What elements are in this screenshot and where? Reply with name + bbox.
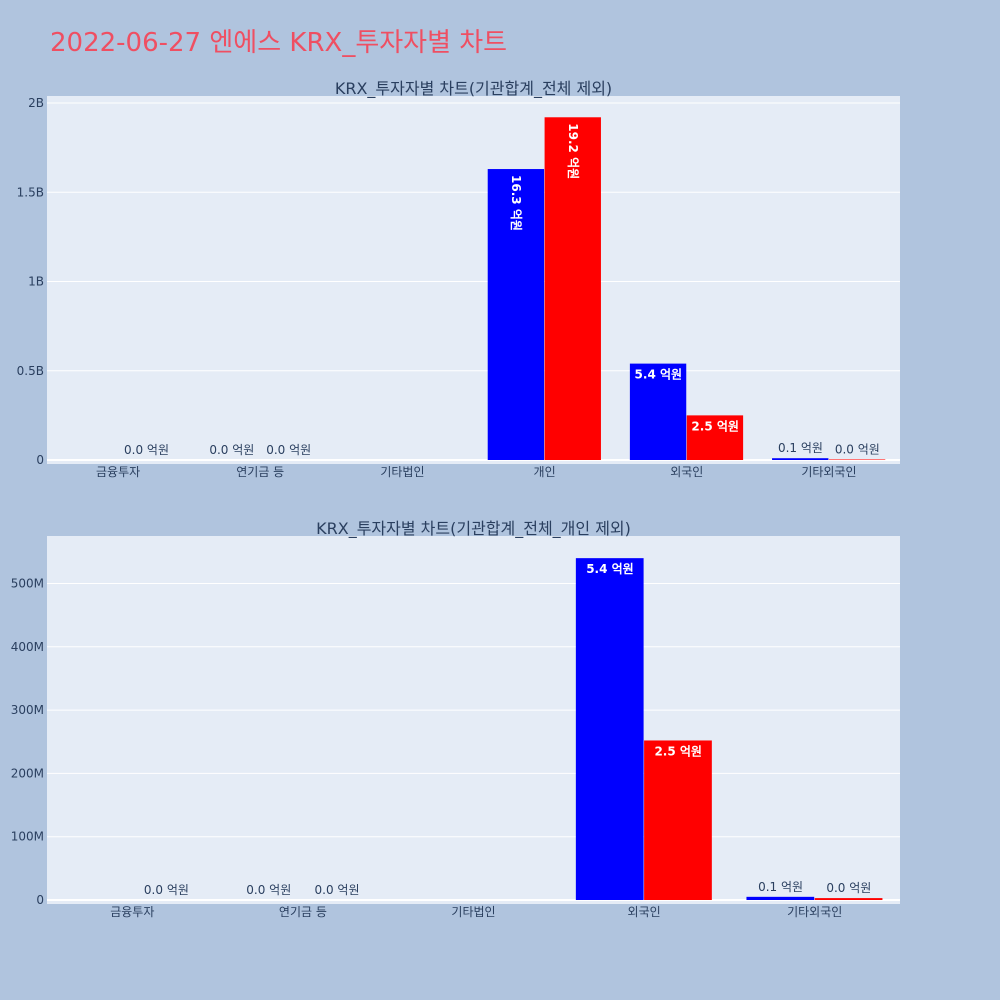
bar	[644, 740, 712, 900]
y-tick-label: 0	[36, 893, 44, 907]
bar	[575, 558, 644, 900]
data-label: 5.4 억원	[635, 368, 683, 382]
chart-title: KRX_투자자별 차트(기관합계_전체_개인 제외)	[316, 519, 631, 539]
data-label: 0.1 억원	[778, 441, 823, 455]
x-tick-label: 기타외국인	[801, 465, 856, 479]
x-tick-label: 기타법인	[451, 905, 495, 919]
y-tick-label: 0.5B	[17, 364, 44, 378]
bar	[487, 169, 545, 461]
data-label: 2.5 억원	[691, 419, 739, 433]
bar	[814, 898, 883, 900]
x-tick-label: 금융투자	[110, 905, 154, 919]
data-label: 0.0 억원	[826, 881, 871, 895]
chart-1: KRX_투자자별 차트(기관합계_전체 제외) 0 0.5B 1B 1.5B 2B 금융투자…	[17, 79, 900, 479]
x-tick-label: 개인	[534, 465, 556, 479]
x-tick-label: 외국인	[670, 465, 703, 479]
data-label: 0.1 억원	[758, 880, 803, 894]
data-label: 0.0 억원	[209, 443, 254, 457]
plot-area	[47, 536, 900, 904]
x-tick-label: 기타법인	[380, 465, 424, 479]
data-label: 0.0 억원	[144, 883, 189, 897]
y-tick-label: 1.5B	[17, 185, 44, 199]
x-tick-label: 외국인	[628, 905, 661, 919]
x-tick-label: 금융투자	[96, 465, 140, 479]
bar	[828, 459, 886, 460]
data-label: 0.0 억원	[124, 443, 169, 457]
y-tick-label: 400M	[11, 640, 44, 654]
data-label: 19.2 억원	[566, 123, 580, 179]
data-label: 0.0 억원	[266, 443, 311, 457]
y-tick-label: 0	[36, 453, 44, 467]
x-tick-label: 연기금 등	[279, 905, 327, 919]
bar	[686, 415, 744, 460]
x-tick-label: 연기금 등	[236, 465, 284, 479]
bar	[772, 458, 829, 460]
y-tick-label: 300M	[11, 703, 44, 717]
y-tick-label: 500M	[11, 576, 44, 590]
page-title: 2022-06-27 엔에스 KRX_투자자별 차트	[50, 28, 508, 58]
bar	[629, 363, 687, 460]
data-label: 0.0 억원	[315, 883, 360, 897]
data-label: 5.4 억원	[586, 562, 634, 576]
bar	[544, 117, 601, 460]
plot-area	[47, 96, 900, 464]
y-tick-label: 200M	[11, 766, 44, 780]
chart-2: KRX_투자자별 차트(기관합계_전체_개인 제외) 0 100M 200M 300M 4…	[11, 519, 900, 919]
y-tick-label: 1B	[28, 275, 44, 289]
x-tick-label: 기타외국인	[787, 905, 842, 919]
data-label: 0.0 억원	[835, 442, 880, 456]
data-label: 2.5 억원	[654, 744, 702, 758]
y-tick-label: 100M	[11, 830, 44, 844]
data-label: 16.3 억원	[509, 175, 523, 231]
chart-title: KRX_투자자별 차트(기관합계_전체 제외)	[335, 79, 612, 99]
bar	[746, 896, 815, 900]
data-label: 0.0 억원	[246, 883, 291, 897]
y-tick-label: 2B	[28, 96, 44, 110]
